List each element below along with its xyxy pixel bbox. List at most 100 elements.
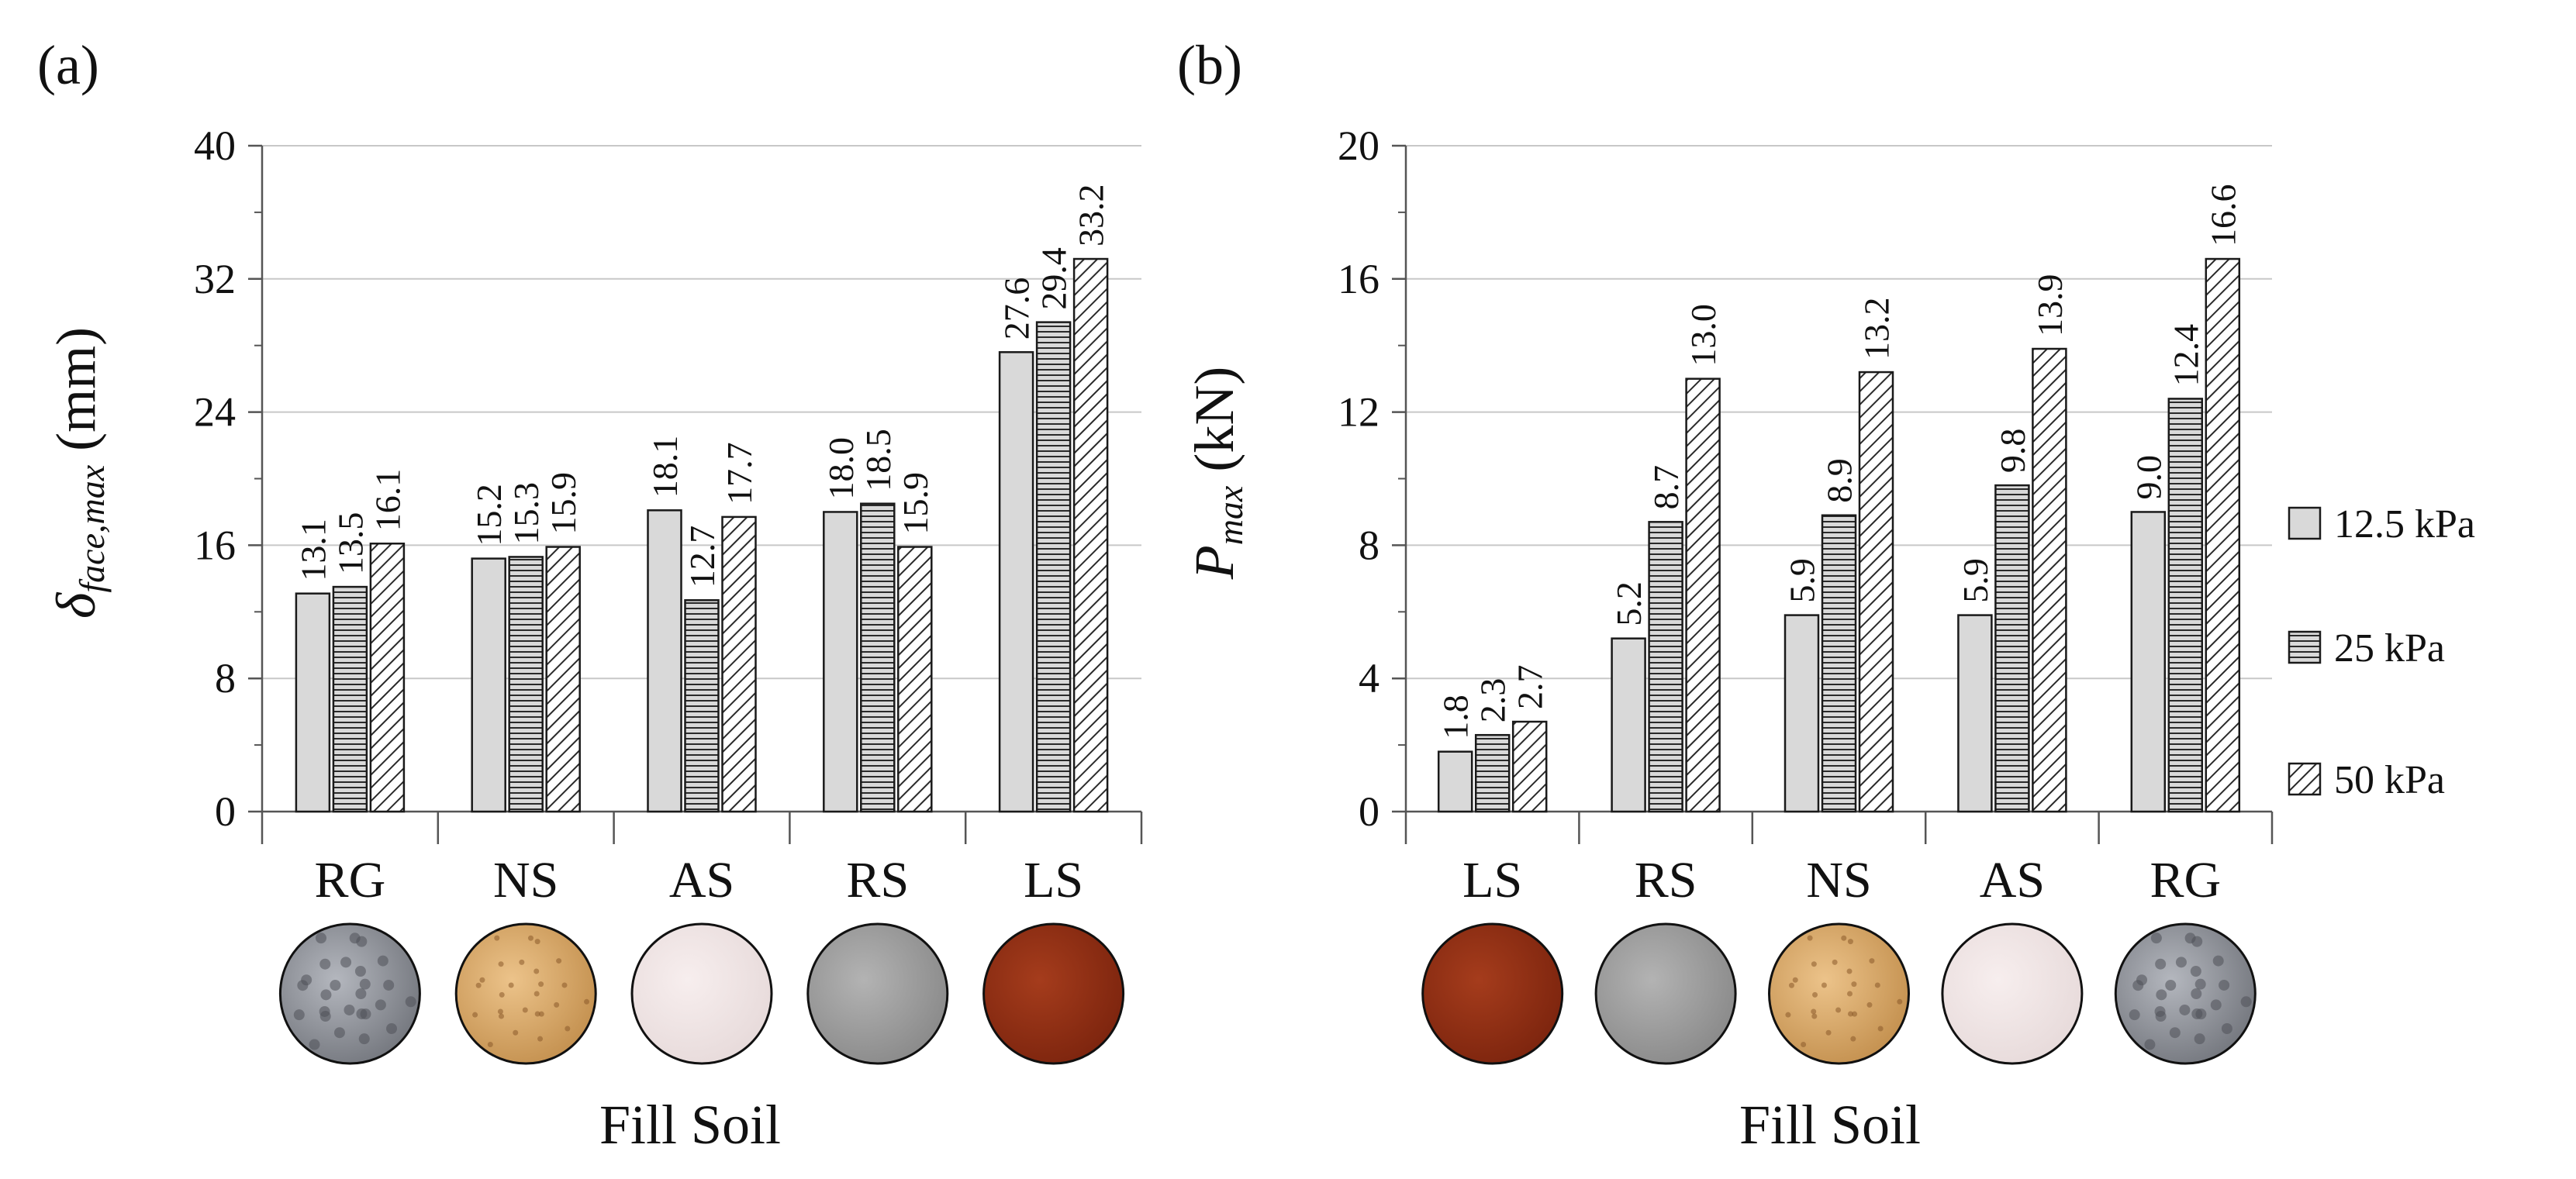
y-label-symbol-b: P [1183,545,1245,580]
soil-texture-speck [497,1008,503,1015]
y-label-subscript-a: face,max [72,464,112,592]
soil-texture-speck [534,968,540,974]
soil-sample-rs [806,922,949,1065]
data-label-rg-50-kpa: 16.6 [2203,184,2243,247]
soil-texture-speck [1848,1011,1853,1017]
data-label-as-25-kpa: 9.8 [1993,429,2032,474]
soil-texture-speck [2154,1005,2166,1017]
bar-as-12-5-kpa [647,509,682,813]
bar-rg-12-5-kpa [295,592,331,813]
data-label-ns-50-kpa: 15.9 [544,472,583,535]
data-label-ns-12-5-kpa: 5.9 [1783,558,1822,603]
soil-texture-speck [538,1011,544,1017]
y-tick-label: 0 [1359,788,1380,835]
soil-texture-speck [498,1013,504,1019]
x-tick-label-rs: RS [846,852,909,908]
soil-texture-speck [2191,936,2203,947]
soil-texture-speck [2156,989,2167,1001]
data-label-rs-25-kpa: 8.7 [1646,465,1686,510]
bar-as-25-kpa [684,599,720,813]
data-label-ns-50-kpa: 13.2 [1857,298,1897,360]
x-tick-label-ls: LS [1024,852,1083,908]
soil-texture-speck [359,978,371,990]
soil-texture-speck [1877,1026,1884,1032]
soil-texture-speck [1811,1008,1817,1015]
data-label-as-50-kpa: 13.9 [2030,274,2070,336]
y-tick-label: 8 [1359,522,1380,568]
soil-texture-speck [1841,935,1847,941]
soil-texture-speck [344,1004,355,1015]
soil-texture-speck [1825,1029,1832,1036]
soil-texture-speck [1788,982,1794,988]
soil-texture-speck [333,1027,345,1039]
bar-ns-50-kpa [1858,371,1894,813]
bar-rg-12-5-kpa [2130,511,2167,813]
data-label-rs-12-5-kpa: 18.0 [821,437,861,500]
y-tick-label: 0 [215,788,236,835]
data-label-ls-50-kpa: 2.7 [1511,665,1550,710]
data-label-ns-25-kpa: 15.3 [506,482,546,545]
soil-texture-speck [319,1005,330,1017]
soil-texture-speck [475,982,482,988]
soil-sample-rs [1594,922,1737,1065]
soil-texture-speck [301,974,313,986]
soil-texture-speck [534,1011,540,1017]
soil-texture-speck [1821,982,1827,988]
x-tick-label-rg: RG [2150,852,2221,908]
soil-sample-rg [278,922,421,1065]
bar-ls-50-kpa [1072,257,1109,813]
data-label-rg-12-5-kpa: 13.1 [293,519,333,581]
y-axis-label-b: Pmax (kN) [1183,367,1250,581]
bar-ns-50-kpa [545,546,581,813]
data-label-ls-12-5-kpa: 27.6 [997,278,1037,340]
y-tick-label: 4 [1359,655,1380,702]
soil-texture-speck [2175,957,2187,968]
soil-texture-speck [315,933,326,944]
y-tick-label: 16 [194,522,236,568]
data-label-ls-12-5-kpa: 1.8 [1436,695,1476,739]
soil-texture-speck [1851,981,1857,988]
soil-texture-speck [356,1008,368,1019]
soil-texture-speck [2144,1039,2156,1050]
soil-texture-speck [375,999,386,1011]
y-tick-label: 32 [194,256,236,302]
y-tick-label: 8 [215,655,236,702]
soil-texture-speck [2190,965,2201,977]
soil-texture-speck [534,991,540,997]
soil-texture-speck [554,1001,560,1008]
y-label-subscript-b: max [1210,485,1250,545]
soil-texture-speck [2191,988,2202,999]
soil-sample-as [1941,922,2084,1065]
legend-swatch-50-kpa [2288,762,2322,796]
x-tick-label-ns: NS [1806,852,1871,908]
data-label-ls-25-kpa: 29.4 [1034,247,1074,310]
bar-as-50-kpa [2032,347,2067,813]
soil-texture-speck [565,1026,571,1032]
y-tick-label: 24 [194,389,236,436]
soil-sample-ls [982,922,1125,1065]
bar-ns-12-5-kpa [1784,614,1820,813]
soil-texture-speck [405,996,416,1008]
data-label-rg-12-5-kpa: 9.0 [2129,455,2168,500]
legend-label-12-5-kpa: 12.5 kPa [2334,502,2475,546]
x-tick-label-ns: NS [493,852,558,908]
y-tick-label: 12 [1338,389,1380,436]
soil-texture-speck [561,982,568,988]
soil-texture-speck [1835,1007,1842,1013]
data-label-as-12-5-kpa: 18.1 [645,436,685,498]
soil-texture-speck [522,1007,528,1013]
soil-texture-speck [479,977,485,983]
data-label-ls-50-kpa: 33.2 [1072,184,1111,247]
soil-texture-speck [1792,977,1798,983]
panel-label-a: (a) [37,34,99,96]
soil-texture-speck [319,958,331,970]
y-axis-label-a: δface,max (mm) [45,327,112,619]
x-tick-label-as: AS [669,852,734,908]
soil-texture-speck [494,935,500,941]
bar-rg-50-kpa [369,543,406,813]
data-label-rs-50-kpa: 13.0 [1683,304,1723,367]
soil-texture-speck [1852,1011,1858,1017]
bar-ls-50-kpa [1511,720,1548,813]
bar-rs-25-kpa [1648,521,1683,813]
